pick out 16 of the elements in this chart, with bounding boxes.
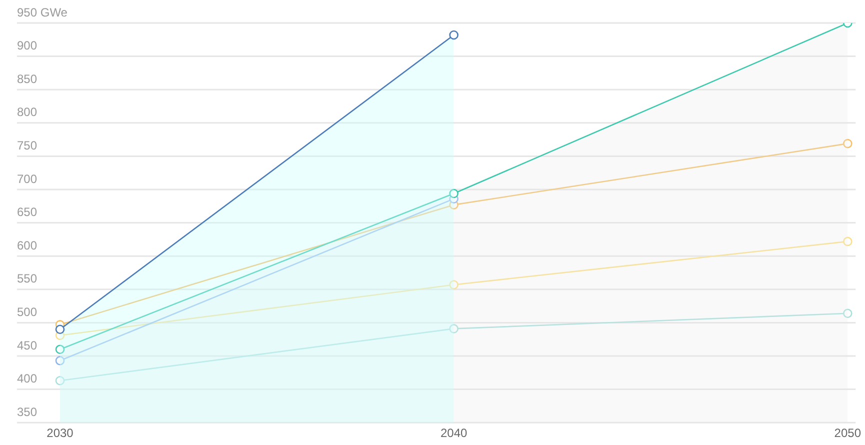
x-tick-label: 2050 (834, 426, 862, 440)
y-tick-label: 950 GWe (17, 5, 68, 20)
x-tick-label: 2030 (46, 426, 74, 440)
y-tick-label: 400 (17, 372, 38, 386)
x-tick-label: 2040 (440, 426, 468, 440)
y-tick-label: 700 (17, 172, 38, 186)
y-tick-label: 450 (17, 338, 38, 352)
y-tick-label: 350 (17, 404, 38, 419)
y-tick-label: 900 (17, 38, 38, 53)
y-tick-label: 850 (17, 72, 38, 86)
y-tick-label: 500 (17, 305, 38, 320)
y-tick-label: 550 (17, 272, 38, 286)
y-tick-label: 750 (17, 138, 38, 153)
y-tick-label: 800 (17, 105, 38, 120)
y-tick-label: 600 (17, 238, 38, 252)
y-tick-label: 650 (17, 205, 38, 220)
